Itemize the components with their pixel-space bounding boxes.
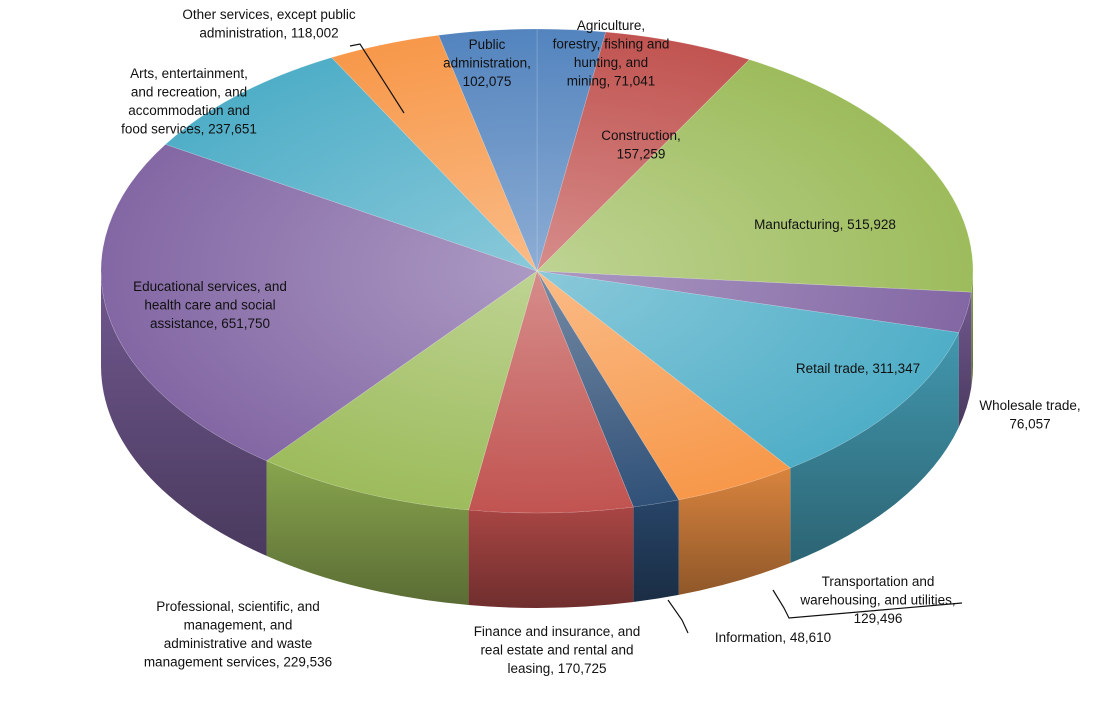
data-label-line: administrative and waste [164, 636, 313, 651]
pie-sides [101, 271, 973, 608]
pie-slice-information [536, 270, 680, 508]
data-label-line: assistance, 651,750 [150, 316, 270, 331]
data-label-line: Public [469, 37, 506, 52]
data-label-line: Manufacturing, 515,928 [754, 217, 896, 232]
data-label-arts-entertainment-and-recreation-and-accommodation-and-food-services: Arts, entertainment, and recreation, and a… [121, 66, 257, 137]
data-label-line: Educational services, and [133, 279, 287, 294]
data-label-line: Construction, [601, 128, 681, 143]
data-label-line: Information, 48,610 [715, 630, 831, 645]
pie-slice-arts-entertainment-and-recreation-and-accommodation-and-food-services [164, 57, 538, 272]
data-label-information: Information, 48,610 [715, 630, 831, 645]
leader-line-information [667, 599, 689, 634]
data-label-construction: Construction, 157,259 [601, 128, 681, 162]
data-label-line: leasing, 170,725 [507, 661, 606, 676]
data-label-line: Retail trade, 311,347 [796, 361, 920, 376]
data-label-line: and recreation, and [131, 85, 247, 100]
data-label-wholesale-trade: Wholesale trade, 76,057 [979, 398, 1080, 432]
pie-slice-wholesale-trade [536, 270, 972, 333]
data-label-line: 76,057 [1009, 417, 1050, 432]
pie-side-finance-and-insurance-and-real-estate-and-rental-and-leasing [468, 507, 634, 608]
data-label-line: management services, 229,536 [144, 655, 332, 670]
data-label-manufacturing: Manufacturing, 515,928 [754, 217, 896, 232]
data-label-other-services-except-public-administration: Other services, except public administrat… [182, 7, 356, 41]
data-label-line: Agriculture, [577, 18, 645, 33]
data-label-line: 129,496 [854, 611, 903, 626]
leader-lines [349, 43, 963, 634]
data-label-professional-scientific-and-management-and-administrative-and-waste-management-services: Professional, scientific, and management,… [144, 599, 332, 670]
data-label-finance-and-insurance-and-real-estate-and-rental-and-leasing: Finance and insurance, and real estate an… [474, 624, 641, 676]
data-label-line: Professional, scientific, and [156, 599, 320, 614]
data-label-line: mining, 71,041 [567, 74, 656, 89]
data-label-line: Transportation and [822, 574, 935, 589]
data-label-retail-trade: Retail trade, 311,347 [796, 361, 920, 376]
data-label-line: Finance and insurance, and [474, 624, 641, 639]
data-label-line: management, and [184, 618, 293, 633]
pie-slice-educational-services-and-health-care-and-social-assistance [100, 144, 538, 462]
data-label-line: Other services, except public [182, 7, 356, 22]
data-label-line: accommodation and [128, 103, 250, 118]
data-label-line: 157,259 [617, 147, 666, 162]
data-label-line: Arts, entertainment, [130, 66, 248, 81]
data-label-educational-services-and-health-care-and-social-assistance: Educational services, and health care and… [133, 279, 287, 331]
data-label-agriculture-forestry-fishing-and-hunting-and-mining: Agriculture, forestry, fishing and hunting… [553, 18, 670, 89]
data-label-line: administration, 118,002 [199, 26, 338, 41]
leader-line-transportation-and-warehousing-and-utilities [772, 589, 963, 619]
pie-slices [100, 28, 974, 514]
pie-side-professional-scientific-and-management-and-administrative-and-waste-management-services [266, 460, 469, 606]
pie-side-educational-services-and-health-care-and-social-assistance [101, 271, 267, 556]
pie-slice-public-administration [438, 28, 538, 272]
data-label-line: real estate and rental and [480, 643, 633, 658]
leader-line-other-services-except-public-administration [349, 43, 405, 114]
data-label-line: Wholesale trade, [979, 398, 1080, 413]
data-label-line: forestry, fishing and [553, 37, 670, 52]
pie-side-information [633, 499, 679, 603]
data-label-line: hunting, and [574, 55, 648, 70]
pie-slice-transportation-and-warehousing-and-utilities [536, 270, 791, 501]
data-label-line: administration, [443, 56, 531, 71]
pie-slice-construction [536, 31, 750, 273]
data-label-line: health care and social [144, 298, 275, 313]
pie-slice-professional-scientific-and-management-and-administrative-and-waste-management-services [265, 270, 538, 511]
data-label-line: 102,075 [463, 74, 512, 89]
pie-side-transportation-and-warehousing-and-utilities [678, 467, 791, 595]
pie-side-retail-trade [790, 332, 959, 563]
data-label-line: warehousing, and utilities, [799, 593, 955, 608]
pie-slice-retail-trade [535, 270, 960, 469]
pie-slice-finance-and-insurance-and-real-estate-and-rental-and-leasing [468, 270, 634, 514]
pie-slice-manufacturing [536, 59, 974, 293]
data-label-line: food services, 237,651 [121, 122, 257, 137]
pie-slice-other-services-except-public-administration [331, 34, 538, 272]
pie-side-wholesale-trade [958, 292, 972, 428]
data-label-public-administration: Public administration, 102,075 [443, 37, 531, 89]
pie-side-manufacturing [971, 271, 973, 388]
slice-labels: Agriculture, forestry, fishing and hunting… [121, 7, 1081, 676]
data-label-transportation-and-warehousing-and-utilities: Transportation and warehousing, and utili… [799, 574, 955, 626]
pie-slice-agriculture-forestry-fishing-and-hunting-and-mining [536, 28, 607, 272]
